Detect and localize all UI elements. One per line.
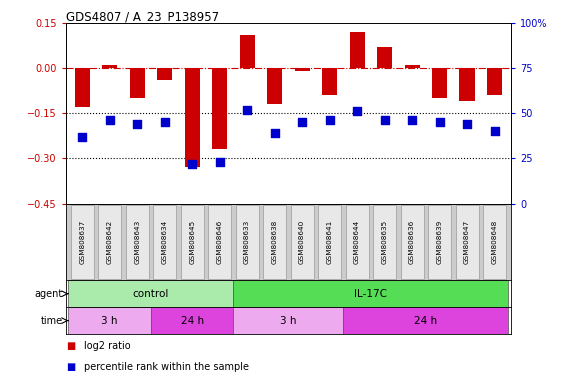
Bar bbox=[349, 32, 365, 68]
Bar bbox=[212, 68, 227, 149]
Text: 24 h: 24 h bbox=[414, 316, 437, 326]
Bar bbox=[428, 205, 451, 279]
Bar bbox=[318, 205, 341, 279]
Point bbox=[160, 119, 169, 126]
Point bbox=[297, 119, 307, 126]
Bar bbox=[69, 280, 234, 307]
Point bbox=[215, 159, 224, 165]
Bar bbox=[432, 68, 447, 98]
Text: GSM808640: GSM808640 bbox=[299, 220, 305, 264]
Bar bbox=[180, 205, 204, 279]
Text: GSM808647: GSM808647 bbox=[464, 220, 470, 264]
Point bbox=[380, 118, 389, 124]
Point bbox=[187, 161, 196, 167]
Bar bbox=[208, 205, 231, 279]
Text: GSM808643: GSM808643 bbox=[134, 220, 140, 264]
Bar bbox=[343, 307, 508, 334]
Text: GSM808642: GSM808642 bbox=[107, 220, 112, 264]
Text: control: control bbox=[132, 289, 169, 299]
Bar bbox=[460, 68, 475, 101]
Bar bbox=[75, 68, 90, 107]
Point bbox=[243, 107, 252, 113]
Bar bbox=[322, 68, 337, 95]
Bar bbox=[487, 68, 502, 95]
Point bbox=[463, 121, 472, 127]
Bar bbox=[184, 68, 200, 167]
Point bbox=[408, 118, 417, 124]
Bar bbox=[234, 307, 343, 334]
Point bbox=[270, 130, 279, 136]
Bar bbox=[404, 65, 420, 68]
Bar bbox=[126, 205, 148, 279]
Bar bbox=[483, 205, 506, 279]
Text: GSM808634: GSM808634 bbox=[162, 220, 168, 264]
Text: ■: ■ bbox=[66, 362, 75, 372]
Text: GSM808638: GSM808638 bbox=[272, 220, 278, 264]
Text: IL-17C: IL-17C bbox=[355, 289, 387, 299]
Bar bbox=[71, 205, 94, 279]
Point bbox=[490, 128, 499, 134]
Text: GSM808633: GSM808633 bbox=[244, 220, 250, 264]
Bar bbox=[267, 68, 282, 104]
Bar bbox=[153, 205, 176, 279]
Bar bbox=[377, 47, 392, 68]
Text: GSM808639: GSM808639 bbox=[437, 220, 443, 264]
Bar bbox=[373, 205, 396, 279]
Point bbox=[78, 134, 87, 140]
Bar bbox=[240, 35, 255, 68]
Bar bbox=[234, 280, 508, 307]
Bar bbox=[130, 68, 144, 98]
Text: GSM808645: GSM808645 bbox=[189, 220, 195, 264]
Text: GSM808646: GSM808646 bbox=[216, 220, 223, 264]
Text: time: time bbox=[41, 316, 63, 326]
Text: GDS4807 / A_23_P138957: GDS4807 / A_23_P138957 bbox=[66, 10, 219, 23]
Point bbox=[325, 118, 334, 124]
Text: GSM808637: GSM808637 bbox=[79, 220, 85, 264]
Text: 3 h: 3 h bbox=[280, 316, 296, 326]
Bar bbox=[98, 205, 121, 279]
Bar bbox=[151, 307, 234, 334]
Text: GSM808636: GSM808636 bbox=[409, 220, 415, 264]
Text: GSM808641: GSM808641 bbox=[327, 220, 332, 264]
Bar bbox=[236, 205, 259, 279]
Bar bbox=[291, 205, 313, 279]
Point bbox=[132, 121, 142, 127]
Point bbox=[435, 119, 444, 126]
Bar bbox=[456, 205, 478, 279]
Text: 24 h: 24 h bbox=[180, 316, 204, 326]
Text: ■: ■ bbox=[66, 341, 75, 351]
Bar bbox=[102, 65, 117, 68]
Text: agent: agent bbox=[35, 289, 63, 299]
Bar bbox=[400, 205, 424, 279]
Bar bbox=[157, 68, 172, 80]
Bar bbox=[263, 205, 286, 279]
Text: 3 h: 3 h bbox=[102, 316, 118, 326]
Text: log2 ratio: log2 ratio bbox=[84, 341, 131, 351]
Bar bbox=[69, 307, 151, 334]
Point bbox=[352, 108, 361, 114]
Text: GSM808644: GSM808644 bbox=[354, 220, 360, 264]
Text: GSM808635: GSM808635 bbox=[381, 220, 388, 264]
Bar bbox=[295, 68, 309, 71]
Point bbox=[105, 118, 114, 124]
Bar bbox=[345, 205, 369, 279]
Text: percentile rank within the sample: percentile rank within the sample bbox=[84, 362, 249, 372]
Text: GSM808648: GSM808648 bbox=[492, 220, 497, 264]
